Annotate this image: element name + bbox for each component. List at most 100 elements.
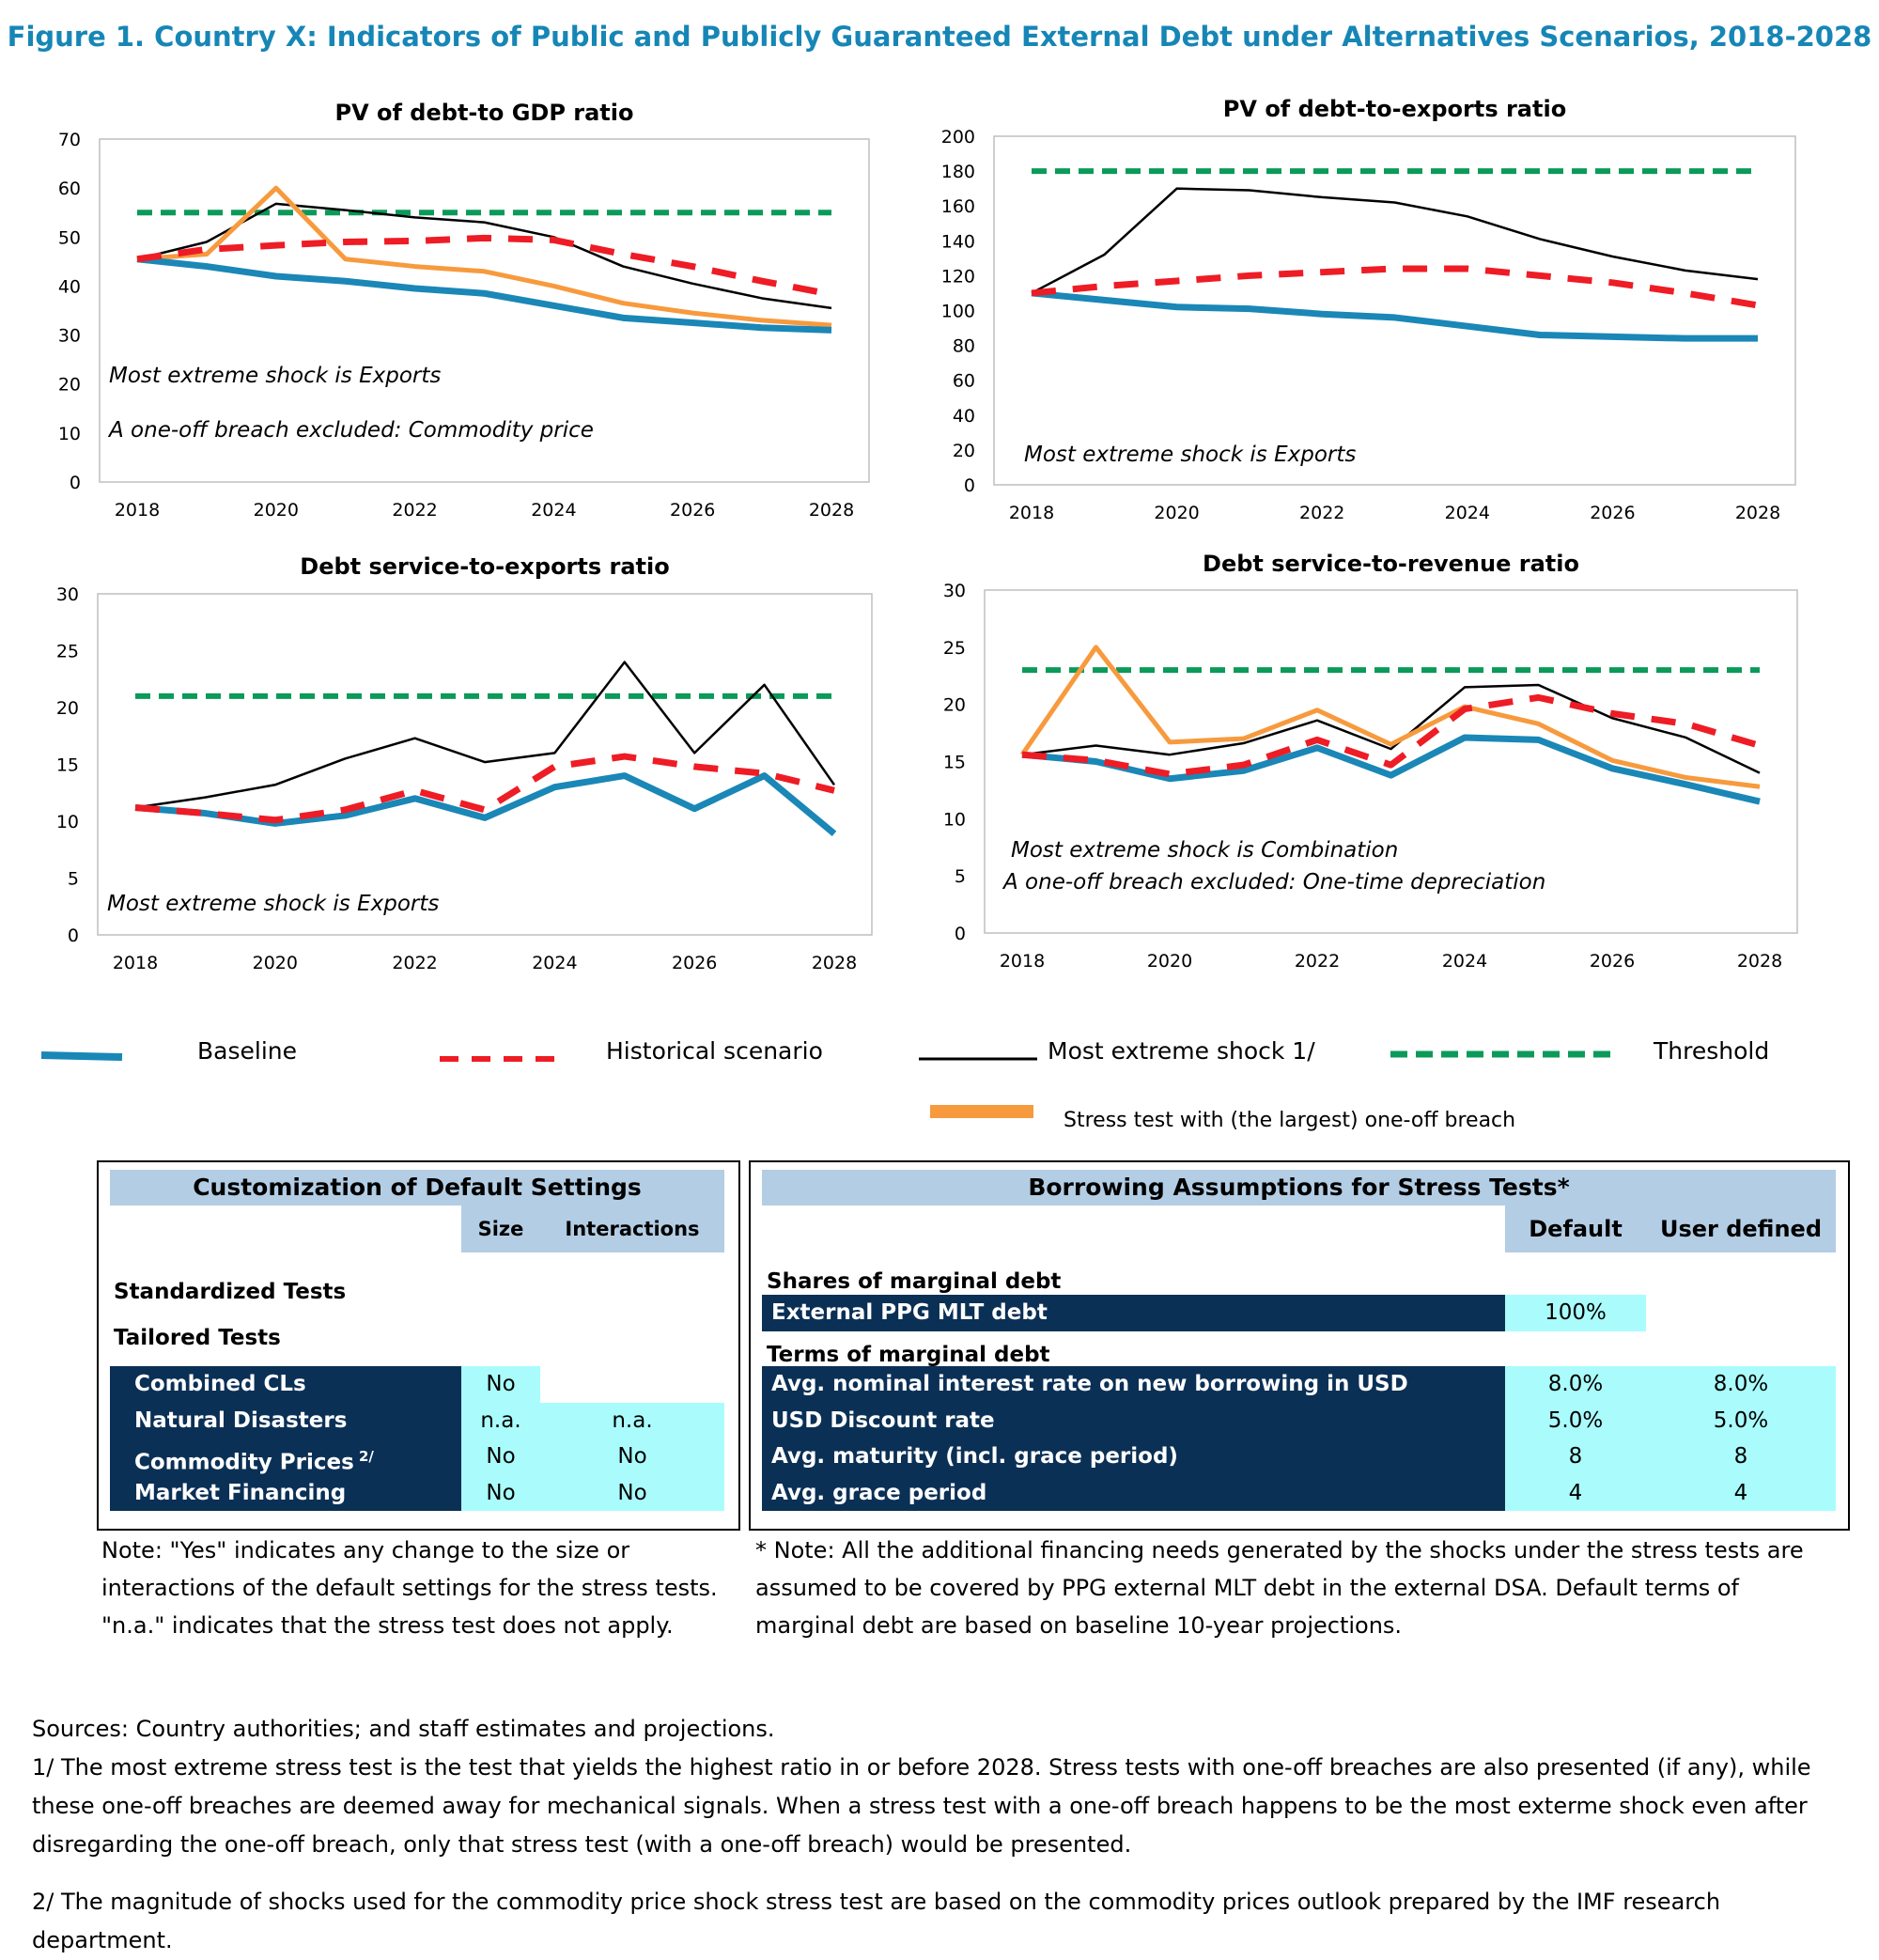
col-user-header: User defined [1646,1206,1836,1252]
x-tick-label: 2020 [253,953,298,973]
chart-2-group: Debt service-to-exports ratio 0 5 10 15 20 25 3… [56,553,873,973]
chart-annotation: Most extreme shock is Exports [107,892,439,916]
footnote-2: 2/ The magnitude of shocks used for the … [32,1889,1721,1953]
series-baseline [134,772,837,837]
chart-annotation: A one-off breach excluded: Commodity pri… [107,418,594,443]
y-tick-label: 140 [941,231,975,252]
x-tick-label: 2022 [1299,503,1344,523]
borrow-row-label: Avg. maturity (incl. grace period) [762,1439,1505,1475]
custom-settings-table: Customization of Default Settings Size I… [97,1160,740,1531]
x-tick-label: 2024 [1445,503,1490,523]
col-size-header: Size [461,1206,540,1252]
legend: Baseline Historical scenario Most extrem… [0,1024,1879,1156]
footer-notes: Sources: Country authorities; and staff … [32,1710,1864,1960]
custom-row-label: Market Financing [110,1474,461,1511]
series-stress-test-with-the-largest-one-off-breach [136,185,832,328]
tailored-tests-label: Tailored Tests [114,1326,281,1350]
x-tick-label: 2028 [812,953,857,973]
custom-table-title: Customization of Default Settings [110,1170,724,1206]
y-tick-label: 0 [70,473,81,493]
y-tick-label: 100 [941,302,975,322]
plot-area [99,138,870,483]
custom-row-label: Combined CLs [110,1366,461,1403]
custom-row-size: No [461,1439,540,1475]
chart-annotation: Most extreme shock is Combination [1011,838,1398,863]
custom-row-size: No [461,1474,540,1511]
x-tick-label: 2020 [1154,503,1199,523]
x-tick-label: 2026 [672,953,717,973]
legend-threshold-label: Threshold [1654,1037,1770,1065]
legend-historical-label: Historical scenario [606,1037,823,1065]
x-tick-label: 2018 [113,953,158,973]
y-tick-label: 5 [955,866,966,887]
borrow-row-user: 8.0% [1646,1366,1836,1403]
y-tick-label: 80 [953,336,975,357]
custom-row-interactions: No [540,1474,724,1511]
footnote-marker: 2/ [353,1448,374,1465]
y-tick-label: 15 [56,755,79,776]
y-tick-label: 0 [68,926,79,946]
terms-label: Terms of marginal debt [767,1343,1050,1367]
chart-title: PV of debt-to-exports ratio [1223,96,1566,122]
y-tick-label: 25 [943,638,966,659]
standardized-tests-label: Standardized Tests [114,1280,347,1304]
x-tick-label: 2028 [809,500,854,521]
borrow-table-note: * Note: All the additional financing nee… [755,1537,1804,1639]
plot-area [97,593,873,936]
series-historical-scenario [136,234,832,298]
x-tick-label: 2024 [531,500,576,521]
x-tick-label: 2028 [1735,503,1780,523]
y-tick-label: 10 [943,809,966,830]
custom-row-interactions: n.a. [540,1402,724,1439]
custom-row-label: Commodity Prices 2/ [110,1439,461,1475]
series-baseline [136,256,832,334]
y-tick-label: 30 [943,581,966,601]
x-tick-label: 2020 [1147,951,1192,972]
borrow-row-default: 4 [1505,1474,1646,1511]
sources-text: Sources: Country authorities; and staff … [32,1716,775,1742]
custom-row-interactions: No [540,1439,724,1475]
x-tick-label: 2024 [1442,951,1487,972]
x-tick-label: 2022 [392,500,437,521]
series-most-extreme-shock [134,661,836,809]
x-tick-label: 2018 [115,500,160,521]
legend-baseline-label: Baseline [197,1037,297,1065]
y-tick-label: 30 [56,584,79,605]
y-tick-label: 40 [58,276,81,297]
y-tick-label: 25 [56,642,79,662]
chart-title: Debt service-to-exports ratio [300,553,669,580]
y-tick-label: 20 [953,441,975,461]
y-tick-label: 0 [955,924,966,944]
series-historical-scenario [1021,693,1761,778]
y-tick-label: 200 [941,127,975,148]
x-tick-label: 2028 [1737,951,1782,972]
y-tick-label: 20 [56,698,79,719]
y-tick-label: 10 [58,424,81,444]
series-stress-test-with-the-largest-one-off-breach [1019,645,1761,789]
footnote-1: 1/ The most extreme stress test is the t… [32,1754,1811,1858]
plot-area [993,135,1796,486]
custom-row-size: No [461,1366,540,1403]
chart-annotation: Most extreme shock is Exports [1024,443,1356,467]
figure-title: Figure 1. Country X: Indicators of Publi… [7,21,1872,53]
borrow-row-user: 5.0% [1646,1402,1836,1439]
x-tick-label: 2026 [1590,951,1635,972]
shares-row-label: External PPG MLT debt [762,1295,1505,1331]
y-tick-label: 160 [941,196,975,217]
custom-row-label: Natural Disasters [110,1402,461,1439]
borrow-row-label: Avg. grace period [762,1474,1505,1511]
legend-baseline-swatch [40,1051,123,1061]
chart-annotation: A one-off breach excluded: One-time depr… [1002,870,1545,894]
shares-label: Shares of marginal debt [767,1269,1062,1294]
y-tick-label: 30 [58,326,81,347]
borrow-row-default: 8.0% [1505,1366,1646,1403]
col-default-header: Default [1505,1206,1646,1252]
custom-row-size: n.a. [461,1402,540,1439]
x-tick-label: 2026 [1590,503,1635,523]
series-baseline [1031,289,1758,342]
borrowing-table: Borrowing Assumptions for Stress Tests* … [749,1160,1850,1531]
chart-annotation: Most extreme shock is Exports [109,364,441,388]
shares-row-default: 100% [1505,1295,1646,1331]
x-tick-label: 2022 [392,953,437,973]
chart-3-group: Debt service-to-revenue ratio 0 5 10 15 20 25 3… [943,551,1798,972]
